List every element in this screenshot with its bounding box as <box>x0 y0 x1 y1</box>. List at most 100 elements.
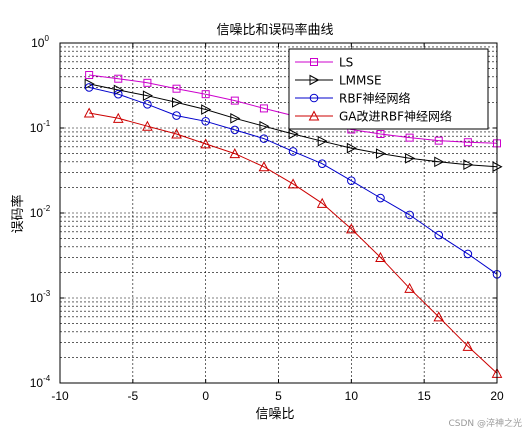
data-point <box>84 78 95 90</box>
legend-label: LMMSE <box>339 74 382 88</box>
data-point <box>172 111 181 120</box>
data-point <box>376 193 385 203</box>
data-point <box>143 100 152 109</box>
y-tick-label: 10-3 <box>30 289 51 305</box>
y-tick-exponent: -3 <box>43 289 51 298</box>
x-tick-label: -5 <box>127 389 138 403</box>
data-point <box>171 128 182 139</box>
y-tick-base: 10 <box>30 121 44 135</box>
data-point <box>259 134 269 143</box>
y-tick-exponent: -2 <box>43 204 51 213</box>
data-point <box>463 138 472 147</box>
data-point <box>288 147 298 156</box>
series-line <box>88 83 498 168</box>
x-axis-label: 信噪比 <box>255 407 294 422</box>
data-point <box>347 176 356 185</box>
data-point <box>462 340 474 351</box>
data-point <box>434 136 443 145</box>
data-point <box>434 230 444 240</box>
data-point <box>310 58 318 66</box>
data-point <box>172 97 183 108</box>
y-tick-base: 10 <box>31 36 45 50</box>
data-point <box>230 96 239 105</box>
chart-title: 信噪比和误码率曲线 <box>216 22 333 38</box>
data-point <box>375 251 386 262</box>
y-tick-label: 10-1 <box>30 119 51 135</box>
data-point <box>346 223 357 234</box>
data-point <box>316 197 328 208</box>
data-point <box>376 129 385 138</box>
legend: LS LMMSE RBF神经网络 GA改进RBF神经网络 <box>288 48 489 130</box>
x-tick-label: 15 <box>417 389 431 403</box>
data-point <box>83 107 95 118</box>
series-line <box>89 112 498 374</box>
data-point <box>308 110 320 121</box>
x-tick-label: 0 <box>202 389 209 403</box>
data-point <box>230 125 240 135</box>
data-point <box>113 89 123 99</box>
y-tick-base: 10 <box>30 291 44 305</box>
data-point <box>259 120 270 132</box>
y-tick-base: 10 <box>30 376 44 390</box>
data-point <box>463 249 473 259</box>
data-point <box>463 159 474 171</box>
legend-entry: LMMSE <box>295 74 382 88</box>
data-point <box>142 120 153 131</box>
data-point <box>288 128 299 140</box>
data-point <box>259 104 268 113</box>
data-point <box>317 135 328 147</box>
data-point <box>113 84 124 96</box>
y-tick-exponent: -1 <box>43 119 51 128</box>
legend-entry: RBF神经网络 <box>295 91 410 106</box>
data-point <box>85 71 94 80</box>
data-point <box>230 112 241 124</box>
data-point <box>404 282 415 293</box>
data-point <box>201 104 212 115</box>
data-point <box>112 112 124 123</box>
data-point <box>405 152 416 164</box>
watermark: CSDN @淬神之光 <box>448 417 522 429</box>
legend-label: LS <box>339 56 353 70</box>
data-point <box>287 178 299 189</box>
y-tick-exponent: 0 <box>44 34 49 43</box>
data-point <box>201 90 210 99</box>
data-point <box>309 93 319 103</box>
data-point <box>143 78 152 87</box>
data-point <box>346 142 357 154</box>
data-point <box>114 74 123 83</box>
data-point <box>317 159 327 169</box>
data-point <box>433 311 445 322</box>
data-point <box>258 161 270 172</box>
legend-entry: LS <box>295 56 353 70</box>
data-point <box>375 148 387 159</box>
data-point <box>229 148 241 159</box>
y-tick-exponent: -4 <box>43 374 51 383</box>
x-tick-label: 20 <box>490 389 504 403</box>
y-tick-label: 10-2 <box>30 204 51 220</box>
data-point <box>200 138 211 149</box>
data-point <box>405 133 414 142</box>
series-2 <box>84 78 503 173</box>
data-point <box>201 116 210 126</box>
data-point <box>309 74 320 86</box>
y-tick-label: 10-4 <box>30 374 51 390</box>
x-tick-labels: -10 -5 0 5 10 15 20 <box>51 389 504 403</box>
tick-layer <box>59 42 498 384</box>
y-tick-label: 100 <box>31 34 49 50</box>
data-point <box>84 83 94 92</box>
legend-label: RBF神经网络 <box>339 91 410 106</box>
legend-label: GA改进RBF神经网络 <box>339 109 452 124</box>
y-tick-base: 10 <box>30 206 44 220</box>
legend-entry: GA改进RBF神经网络 <box>295 109 452 124</box>
data-point <box>434 156 445 168</box>
data-point <box>142 90 153 102</box>
x-tick-label: 10 <box>345 389 359 403</box>
x-tick-label: -10 <box>51 389 69 403</box>
series-line <box>88 86 498 275</box>
x-tick-label: 5 <box>275 389 282 403</box>
data-point <box>172 84 181 93</box>
data-point <box>405 210 414 220</box>
y-axis-label: 误码率 <box>10 194 26 233</box>
